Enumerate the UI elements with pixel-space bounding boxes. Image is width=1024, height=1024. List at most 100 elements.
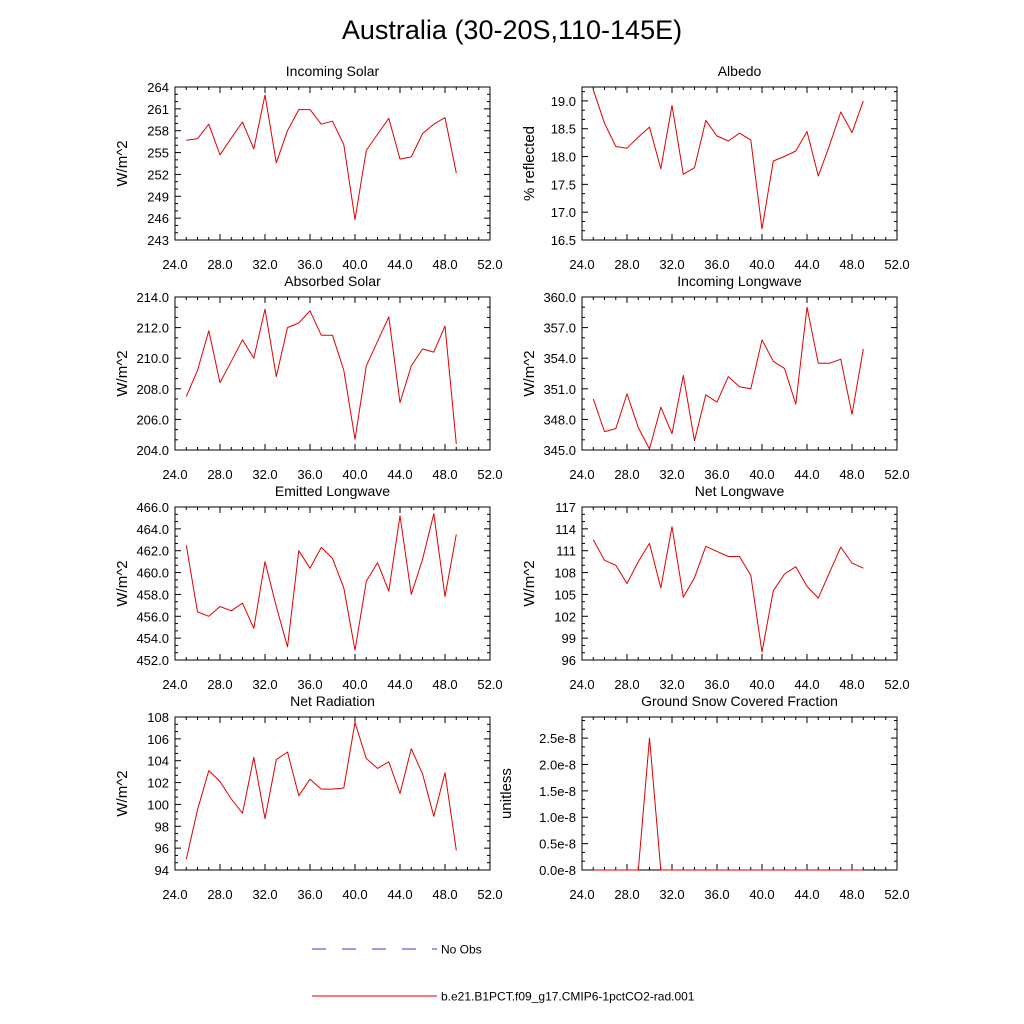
albedo-x-tick-label: 28.0 <box>614 257 639 272</box>
emitted-longwave-series-line <box>185 513 457 651</box>
absorbed-solar-x-tick-label: 44.0 <box>387 467 412 482</box>
incoming-longwave-y-tick-label: 345.0 <box>543 443 576 458</box>
emitted-longwave-panel: Emitted Longwave 24.0 28.0 32.0 36.0 40.0 44.0… <box>114 483 503 692</box>
emitted-longwave-y-tick-label: 454.0 <box>136 631 169 646</box>
net-longwave-y-tick-label: 99 <box>562 631 576 646</box>
incoming-solar-x-tick-label: 28.0 <box>207 257 232 272</box>
net-longwave-y-tick-label: 111 <box>556 544 576 559</box>
emitted-longwave-y-tick-label: 452.0 <box>136 653 169 668</box>
ground-snow-covered-fraction-panel: Ground Snow Covered Fraction 24.0 28.0 32.0… <box>498 693 910 902</box>
net-longwave-x-tick-label: 32.0 <box>659 677 684 692</box>
absorbed-solar-plot-frame <box>174 296 491 451</box>
legend-model-label: b.e21.B1PCT.f09_g17.CMIP6-1pctCO2-rad.00… <box>441 990 695 1004</box>
net-radiation-y-tick-label: 106 <box>147 732 169 747</box>
emitted-longwave-x-tick-label: 52.0 <box>477 677 502 692</box>
net-radiation-y-tick-label: 100 <box>147 797 169 812</box>
incoming-solar-title: Incoming Solar <box>286 63 380 79</box>
absorbed-solar-y-axis-label: W/m^2 <box>114 350 131 396</box>
net-radiation-y-tick-label: 102 <box>147 776 169 791</box>
net-radiation-plot-frame <box>174 716 491 871</box>
albedo-panel: Albedo 24.0 28.0 32.0 36.0 40.0 44.0 48.0 52.0 16… <box>521 63 910 272</box>
absorbed-solar-y-tick-label: 206.0 <box>136 412 169 427</box>
incoming-solar-x-tick-label: 44.0 <box>387 257 412 272</box>
albedo-title: Albedo <box>718 63 762 79</box>
incoming-longwave-y-tick-label: 354.0 <box>543 351 576 366</box>
emitted-longwave-x-tick-label: 36.0 <box>297 677 322 692</box>
ground-snow-covered-fraction-title: Ground Snow Covered Fraction <box>641 693 838 709</box>
absorbed-solar-y-tick-label: 214.0 <box>136 290 169 305</box>
ground-snow-covered-fraction-x-tick-label: 36.0 <box>704 887 729 902</box>
legend: No Obs b.e21.B1PCT.f09_g17.CMIP6-1pctCO2… <box>312 943 695 1004</box>
incoming-longwave-y-axis-label: W/m^2 <box>521 350 538 396</box>
albedo-y-tick-label: 19.0 <box>551 94 576 109</box>
net-radiation-y-tick-label: 96 <box>155 841 169 856</box>
ground-snow-covered-fraction-x-tick-label: 40.0 <box>749 887 774 902</box>
ground-snow-covered-fraction-plot-frame <box>581 716 898 871</box>
incoming-solar-series-line <box>186 94 457 221</box>
ground-snow-covered-fraction-x-tick-label: 28.0 <box>614 887 639 902</box>
incoming-solar-y-tick-label: 255 <box>147 146 169 161</box>
ground-snow-covered-fraction-y-tick-label: 2.5e-8 <box>539 731 576 746</box>
net-longwave-series-line <box>592 526 864 653</box>
net-longwave-x-tick-label: 28.0 <box>614 677 639 692</box>
ground-snow-covered-fraction-y-axis-label: unitless <box>498 768 515 819</box>
emitted-longwave-x-tick-label: 44.0 <box>387 677 412 692</box>
panels: Incoming Solar 24.0 28.0 32.0 36.0 40.0 44.0 48… <box>114 63 910 902</box>
emitted-longwave-x-tick-label: 28.0 <box>207 677 232 692</box>
ground-snow-covered-fraction-y-tick-label: 2.0e-8 <box>539 757 576 772</box>
incoming-longwave-x-tick-label: 48.0 <box>839 467 864 482</box>
emitted-longwave-y-tick-label: 464.0 <box>136 522 169 537</box>
albedo-x-tick-label: 36.0 <box>704 257 729 272</box>
net-longwave-x-tick-label: 24.0 <box>569 677 594 692</box>
emitted-longwave-y-tick-label: 458.0 <box>136 587 169 602</box>
net-radiation-y-tick-label: 98 <box>155 819 169 834</box>
albedo-x-tick-label: 44.0 <box>794 257 819 272</box>
net-longwave-y-axis-label: W/m^2 <box>521 560 538 606</box>
net-longwave-y-tick-label: 117 <box>555 500 576 515</box>
albedo-y-tick-label: 17.5 <box>551 177 576 192</box>
incoming-longwave-series-line <box>592 306 864 450</box>
ground-snow-covered-fraction-y-tick-label: 1.5e-8 <box>539 784 576 799</box>
incoming-solar-y-axis-label: W/m^2 <box>114 140 131 186</box>
net-longwave-plot-frame <box>581 506 898 661</box>
incoming-longwave-x-tick-label: 28.0 <box>614 467 639 482</box>
absorbed-solar-title: Absorbed Solar <box>284 273 381 289</box>
net-radiation-y-tick-label: 104 <box>147 754 169 769</box>
net-radiation-x-tick-label: 40.0 <box>342 887 367 902</box>
incoming-solar-plot-frame <box>174 86 491 241</box>
emitted-longwave-y-tick-label: 460.0 <box>136 566 169 581</box>
net-radiation-x-tick-label: 48.0 <box>432 887 457 902</box>
net-radiation-y-axis-label: W/m^2 <box>114 770 131 816</box>
albedo-y-axis-label: % reflected <box>521 126 538 201</box>
emitted-longwave-x-tick-label: 48.0 <box>432 677 457 692</box>
absorbed-solar-panel: Absorbed Solar 24.0 28.0 32.0 36.0 40.0 44.0 48… <box>114 273 503 482</box>
incoming-solar-y-tick-label: 252 <box>147 167 169 182</box>
incoming-longwave-x-tick-label: 40.0 <box>749 467 774 482</box>
ground-snow-covered-fraction-x-tick-label: 48.0 <box>839 887 864 902</box>
ground-snow-covered-fraction-x-tick-label: 32.0 <box>659 887 684 902</box>
net-radiation-x-tick-label: 44.0 <box>387 887 412 902</box>
net-radiation-x-tick-label: 24.0 <box>162 887 187 902</box>
absorbed-solar-y-tick-label: 208.0 <box>136 382 169 397</box>
incoming-solar-x-tick-label: 36.0 <box>297 257 322 272</box>
incoming-longwave-x-tick-label: 44.0 <box>794 467 819 482</box>
net-longwave-panel: Net Longwave 24.0 28.0 32.0 36.0 40.0 44.0 48.0… <box>521 483 910 692</box>
incoming-solar-x-tick-label: 40.0 <box>342 257 367 272</box>
emitted-longwave-y-tick-label: 466.0 <box>136 500 169 515</box>
incoming-solar-y-tick-label: 258 <box>147 124 169 139</box>
incoming-longwave-y-tick-label: 351.0 <box>543 382 576 397</box>
net-longwave-title: Net Longwave <box>695 483 785 499</box>
net-longwave-y-tick-label: 108 <box>554 566 576 581</box>
emitted-longwave-y-tick-label: 462.0 <box>136 544 169 559</box>
incoming-solar-x-tick-label: 52.0 <box>477 257 502 272</box>
ground-snow-covered-fraction-y-tick-label: 0.0e-8 <box>539 863 576 878</box>
incoming-solar-x-tick-label: 24.0 <box>162 257 187 272</box>
net-radiation-series-line <box>185 722 457 860</box>
incoming-solar-x-tick-label: 48.0 <box>432 257 457 272</box>
albedo-y-tick-label: 17.0 <box>551 205 576 220</box>
emitted-longwave-y-axis-label: W/m^2 <box>114 560 131 606</box>
net-radiation-x-tick-label: 36.0 <box>297 887 322 902</box>
absorbed-solar-series-line <box>185 308 457 444</box>
incoming-longwave-y-tick-label: 348.0 <box>543 412 576 427</box>
